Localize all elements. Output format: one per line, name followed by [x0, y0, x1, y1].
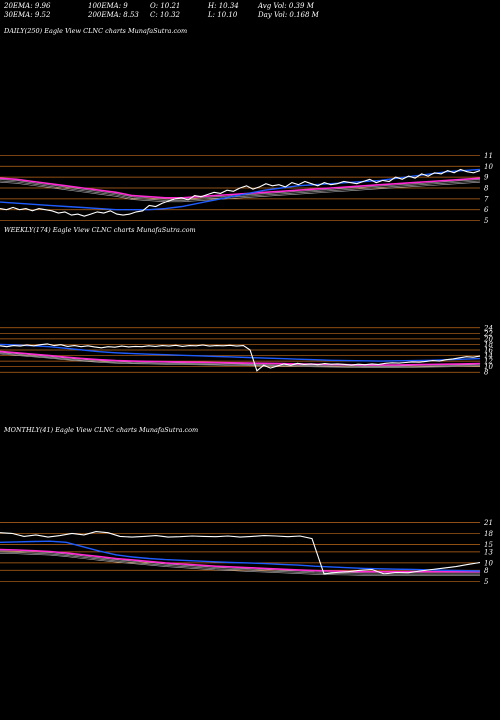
y-tick-label: 14 [484, 352, 493, 360]
y-tick-label: 7 [484, 195, 489, 203]
ema-short-line [0, 343, 481, 362]
y-tick-label: 12 [484, 358, 493, 366]
close-label: C: 10.32 [150, 11, 180, 19]
day-volume-label: Day Vol: 0.168 M [258, 11, 319, 19]
ema30-label: 30EMA: 9.52 [4, 11, 51, 19]
avg-volume-label: Avg Vol: 0.39 M [258, 2, 314, 10]
y-tick-label: 10 [484, 363, 493, 371]
open-label: O: 10.21 [150, 2, 181, 10]
y-tick-label: 20 [483, 335, 493, 343]
y-tick-label: 5 [484, 578, 489, 585]
y-tick-label: 11 [484, 152, 493, 160]
ema200-label: 200EMA: 8.53 [88, 11, 139, 19]
ema-band-line [0, 181, 481, 203]
daily-panel-title: DAILY(250) Eagle View CLNC charts Munafa… [4, 27, 188, 35]
price-line [0, 531, 481, 575]
ema-band-line [0, 352, 481, 368]
ema-long-line [0, 548, 480, 573]
y-tick-label: 8 [484, 567, 489, 575]
y-tick-label: 13 [484, 548, 493, 556]
ema-band-line [0, 180, 481, 201]
ema-band-line [0, 553, 480, 576]
y-tick-label: 9 [484, 174, 489, 182]
y-tick-label: 18 [484, 341, 493, 349]
y-tick-label: 5 [484, 217, 489, 225]
ema-band-line [0, 352, 481, 367]
high-label: H: 10.34 [208, 2, 239, 10]
y-tick-label: 22 [483, 330, 493, 338]
y-tick-label: 10 [484, 559, 493, 567]
y-tick-label: 16 [484, 347, 493, 355]
y-tick-label: 6 [484, 206, 489, 214]
ema-band-line [0, 353, 481, 368]
y-tick-label: 10 [484, 163, 493, 171]
ema-short-line [0, 168, 481, 211]
price-line [0, 343, 481, 372]
ema100-label: 100EMA: 9 [88, 2, 128, 10]
ema-band-line [0, 551, 480, 575]
low-label: L: 10.10 [208, 11, 238, 19]
monthly-panel-title: MONTHLY(41) Eagle View CLNC charts Munaf… [4, 426, 199, 434]
ema-long-line [0, 350, 481, 366]
ema-long-line [0, 177, 481, 199]
y-tick-label: 18 [484, 530, 493, 538]
ema20-label: 20EMA: 9.96 [4, 2, 51, 10]
y-tick-label: 24 [483, 325, 493, 332]
weekly-panel-title: WEEKLY(174) Eagle View CLNC charts Munaf… [4, 226, 196, 234]
ema-short-line [0, 540, 481, 572]
y-tick-label: 21 [483, 519, 493, 527]
daily-chart: 11 10 9 8 7 6 5 [0, 152, 493, 225]
y-tick-label: 8 [484, 185, 489, 193]
y-tick-label: 15 [484, 541, 493, 549]
y-tick-label: 8 [484, 369, 489, 375]
price-line [0, 168, 481, 217]
